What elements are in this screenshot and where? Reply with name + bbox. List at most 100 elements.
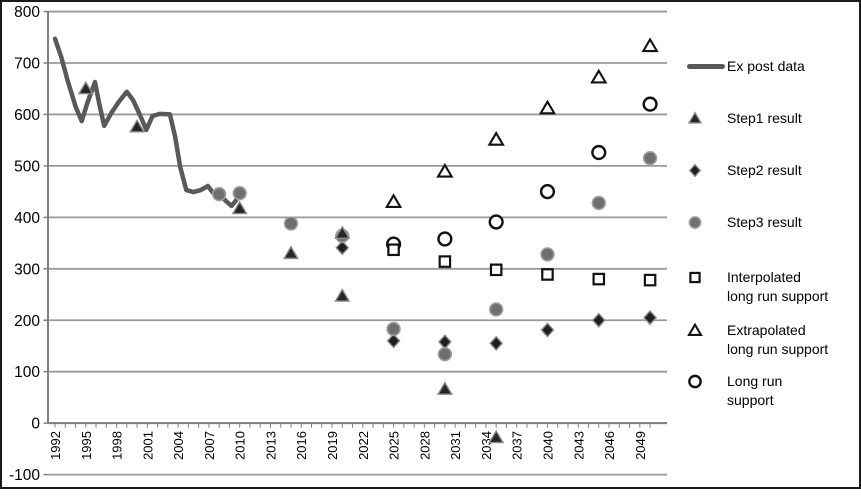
- data-point-marker: [438, 255, 452, 268]
- legend-label: Ex post data: [727, 58, 805, 74]
- svg-text:2013: 2013: [263, 431, 278, 460]
- legend-marker-glyph: [688, 374, 702, 389]
- x-tick-label: 2007: [202, 431, 217, 460]
- series-long-run-support: [385, 96, 658, 252]
- data-point-marker: [386, 321, 401, 337]
- svg-text:2031: 2031: [448, 431, 463, 460]
- data-point-marker: [540, 247, 555, 262]
- data-point-marker: [334, 225, 351, 239]
- svg-text:2028: 2028: [417, 431, 432, 460]
- legend-item-step1-result: Step1 result: [685, 109, 802, 128]
- y-tick-label: -100: [9, 467, 40, 484]
- legend-item-interpolated-long-run-support: Interpolated long run support: [685, 268, 828, 306]
- data-point-marker: [232, 185, 247, 201]
- x-tick-label: 2028: [417, 431, 432, 460]
- legend-label: Step2 result: [727, 162, 802, 178]
- legend-item-extrapolated-long-run-support: Extrapolated long run support: [685, 321, 828, 359]
- y-tick-label: 700: [14, 56, 40, 73]
- svg-text:2019: 2019: [325, 431, 340, 460]
- x-tick-label: 2040: [540, 431, 555, 460]
- legend-label: Extrapolated: [727, 322, 806, 338]
- legend: Ex post data Step1 result Step2 result S…: [685, 0, 861, 498]
- data-point-marker: [487, 130, 505, 146]
- x-tick-label: 2043: [571, 431, 586, 460]
- data-point-marker: [489, 335, 504, 352]
- x-tick-label: 2037: [510, 431, 525, 460]
- data-point-marker: [643, 273, 657, 287]
- x-tick-label: 1998: [110, 431, 125, 460]
- legend-item-step2-result: Step2 result: [685, 161, 802, 180]
- x-tick-label: 2034: [479, 431, 494, 460]
- y-tick-label: 500: [14, 158, 40, 175]
- series-step3-result: [211, 150, 658, 362]
- svg-text:1998: 1998: [110, 431, 125, 460]
- legend-marker-shape: [687, 322, 703, 336]
- series-step2-result: [335, 240, 658, 352]
- data-point-marker: [591, 195, 606, 211]
- svg-text:2043: 2043: [571, 431, 586, 460]
- x-tick-label: 2013: [263, 431, 278, 460]
- legend-marker-shape: [688, 374, 702, 389]
- data-point-marker: [387, 243, 400, 257]
- legend-marker-shape: [688, 216, 702, 229]
- legend-label: Step3 result: [727, 214, 802, 230]
- svg-text:2025: 2025: [387, 431, 402, 460]
- x-tick-label: 2019: [325, 431, 340, 460]
- series-step1-result: [77, 80, 505, 444]
- x-tick-label: 2046: [602, 431, 617, 460]
- data-point-marker: [488, 214, 504, 230]
- x-tick-label: 2016: [294, 431, 309, 460]
- data-point-marker: [129, 118, 146, 133]
- data-point-marker: [384, 193, 403, 208]
- data-point-marker: [642, 150, 658, 166]
- svg-text:2007: 2007: [202, 431, 217, 460]
- svg-text:2040: 2040: [540, 431, 555, 460]
- data-point-marker: [436, 381, 453, 395]
- svg-text:2049: 2049: [633, 431, 648, 460]
- legend-marker-glyph: [687, 111, 703, 124]
- legend-marker-glyph: [689, 271, 701, 284]
- y-tick-label: 300: [14, 261, 40, 278]
- legend-label: Long run: [727, 373, 783, 389]
- legend-triangle-filled-icon: [685, 109, 727, 128]
- legend-label: Interpolated: [727, 269, 801, 285]
- y-tick-label: 800: [14, 4, 40, 21]
- x-tick-label: 2001: [140, 431, 155, 460]
- legend-diamond-filled-icon: [685, 161, 727, 180]
- legend-triangle-open-icon: [685, 321, 727, 340]
- svg-text:2046: 2046: [602, 431, 617, 460]
- data-point-marker: [386, 333, 401, 349]
- x-tick-label: 1992: [48, 431, 63, 460]
- data-point-marker: [592, 272, 606, 286]
- legend-marker-shape: [687, 111, 703, 124]
- series-interpolated-long-run-support: [387, 243, 657, 287]
- x-tick-label: 2049: [633, 431, 648, 460]
- legend-marker-glyph: [688, 216, 702, 229]
- x-tick-label: 2004: [171, 431, 186, 460]
- svg-text:2034: 2034: [479, 431, 494, 460]
- data-point-marker: [488, 429, 505, 444]
- legend-item-step3-result: Step3 result: [685, 213, 802, 232]
- x-tick-label: 2025: [387, 431, 402, 460]
- y-tick-label: 400: [14, 210, 40, 227]
- data-point-marker: [540, 322, 555, 338]
- svg-text:2001: 2001: [140, 431, 155, 460]
- data-point-marker: [334, 288, 351, 302]
- svg-text:1992: 1992: [48, 431, 63, 460]
- data-point-marker: [436, 162, 454, 178]
- data-point-marker: [643, 310, 658, 326]
- data-point-marker: [489, 263, 503, 277]
- svg-text:2022: 2022: [356, 431, 371, 460]
- legend-label: Step1 result: [727, 110, 802, 126]
- data-point-marker: [538, 99, 557, 115]
- legend-item-ex-post-data: Ex post data: [685, 57, 805, 76]
- data-point-marker: [283, 216, 299, 231]
- legend-marker-shape: [689, 271, 701, 284]
- y-tick-label: 600: [14, 107, 40, 124]
- legend-line-swatch: [685, 57, 727, 76]
- legend-line-swatch-bar: [687, 64, 725, 69]
- legend-label: long run support: [727, 341, 829, 357]
